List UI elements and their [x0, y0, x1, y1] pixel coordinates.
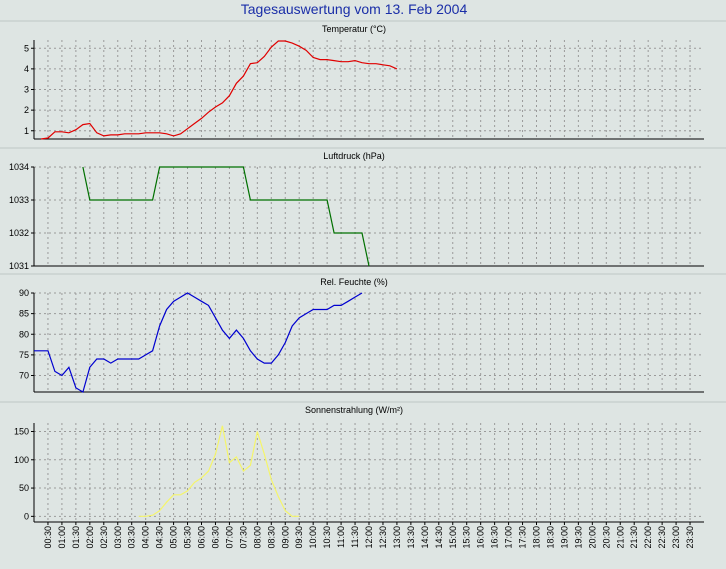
x-tick-label: 16:00 [476, 526, 486, 549]
x-tick-label: 09:30 [294, 526, 304, 549]
panel-title: Temperatur (°C) [322, 24, 386, 34]
x-tick-label: 21:00 [615, 526, 625, 549]
x-tick-label: 04:30 [155, 526, 165, 549]
humidity-series-line [34, 292, 363, 393]
x-tick-label: 19:00 [559, 526, 569, 549]
panel-title: Rel. Feuchte (%) [320, 277, 388, 287]
x-tick-label: 20:00 [587, 526, 597, 549]
y-tick-label: 80 [19, 329, 29, 339]
x-tick-label: 08:00 [252, 526, 262, 549]
y-tick-label: 75 [19, 350, 29, 360]
x-tick-label: 01:30 [71, 526, 81, 549]
x-tick-label: 14:00 [420, 526, 430, 549]
y-tick-label: 4 [24, 64, 29, 74]
x-tick-label: 18:30 [545, 526, 555, 549]
y-tick-label: 1033 [9, 195, 29, 205]
pressure-panel: Luftdruck (hPa) 1031 1032 1033 1034 [0, 147, 726, 271]
y-tick-label: 1034 [9, 162, 29, 172]
x-tick-label: 15:00 [448, 526, 458, 549]
x-tick-label: 05:30 [183, 526, 193, 549]
y-tick-label: 100 [14, 455, 29, 465]
y-tick-label: 0 [24, 511, 29, 521]
x-tick-label: 11:30 [350, 526, 360, 548]
radiation-series-line [138, 425, 300, 517]
panel-title: Sonnenstrahlung (W/m²) [305, 405, 403, 415]
y-tick-label: 5 [24, 43, 29, 53]
y-tick-label: 1032 [9, 228, 29, 238]
pressure-series-line [82, 166, 370, 267]
radiation-panel: Sonnenstrahlung (W/m²) 0 50 100 150 [0, 401, 726, 523]
x-tick-label: 08:30 [266, 526, 276, 549]
x-tick-label: 10:30 [322, 526, 332, 549]
y-tick-label: 50 [19, 483, 29, 493]
x-tick-label: 00:30 [43, 526, 53, 549]
x-tick-label: 01:00 [57, 526, 67, 549]
x-tick-label: 19:30 [573, 526, 583, 549]
x-tick-label: 23:30 [685, 526, 695, 549]
x-tick-label: 13:30 [406, 526, 416, 549]
x-tick-label: 13:00 [392, 526, 402, 549]
humidity-panel: Rel. Feuchte (%) 70 75 80 85 90 [0, 273, 726, 393]
x-tick-label: 22:30 [657, 526, 667, 549]
y-tick-label: 3 [24, 85, 29, 95]
x-tick-label: 12:30 [378, 526, 388, 549]
x-tick-label: 16:30 [490, 526, 500, 549]
x-tick-label: 17:00 [504, 526, 514, 549]
x-tick-label: 21:30 [629, 526, 639, 549]
page-title: Tagesauswertung vom 13. Feb 2004 [241, 1, 468, 17]
y-tick-label: 90 [19, 288, 29, 298]
x-tick-label: 15:30 [462, 526, 472, 549]
x-tick-label: 07:00 [224, 526, 234, 549]
panel-title: Luftdruck (hPa) [323, 151, 385, 161]
temperature-panel: Temperatur (°C) 1 2 3 4 5 [0, 20, 726, 140]
x-tick-label: 02:00 [85, 526, 95, 549]
x-tick-label: 02:30 [99, 526, 109, 549]
x-tick-label: 22:00 [643, 526, 653, 549]
x-tick-label: 03:30 [127, 526, 137, 549]
y-tick-label: 85 [19, 309, 29, 319]
x-tick-label: 07:30 [238, 526, 248, 549]
y-tick-label: 70 [19, 371, 29, 381]
x-tick-label: 10:00 [308, 526, 318, 549]
y-tick-label: 1 [24, 126, 29, 136]
x-tick-label: 05:00 [169, 526, 179, 549]
x-tick-label: 20:30 [601, 526, 611, 549]
x-axis-labels: 00:30 01:00 01:30 02:00 02:30 03:00 03:30 04:00… [43, 522, 695, 549]
x-tick-label: 18:00 [532, 526, 542, 549]
x-tick-label: 09:00 [280, 526, 290, 549]
x-tick-label: 04:00 [141, 526, 151, 549]
x-tick-label: 23:00 [671, 526, 681, 549]
x-tick-label: 17:30 [518, 526, 528, 549]
y-tick-label: 2 [24, 105, 29, 115]
temperature-series-line [40, 40, 398, 140]
x-tick-label: 03:00 [113, 526, 123, 549]
x-tick-label: 12:00 [364, 526, 374, 549]
y-tick-label: 1031 [9, 261, 29, 271]
x-tick-label: 14:30 [434, 526, 444, 549]
y-tick-label: 150 [14, 426, 29, 436]
x-tick-label: 06:00 [197, 526, 207, 549]
x-tick-label: 11:00 [336, 526, 346, 548]
x-tick-label: 06:30 [210, 526, 220, 549]
